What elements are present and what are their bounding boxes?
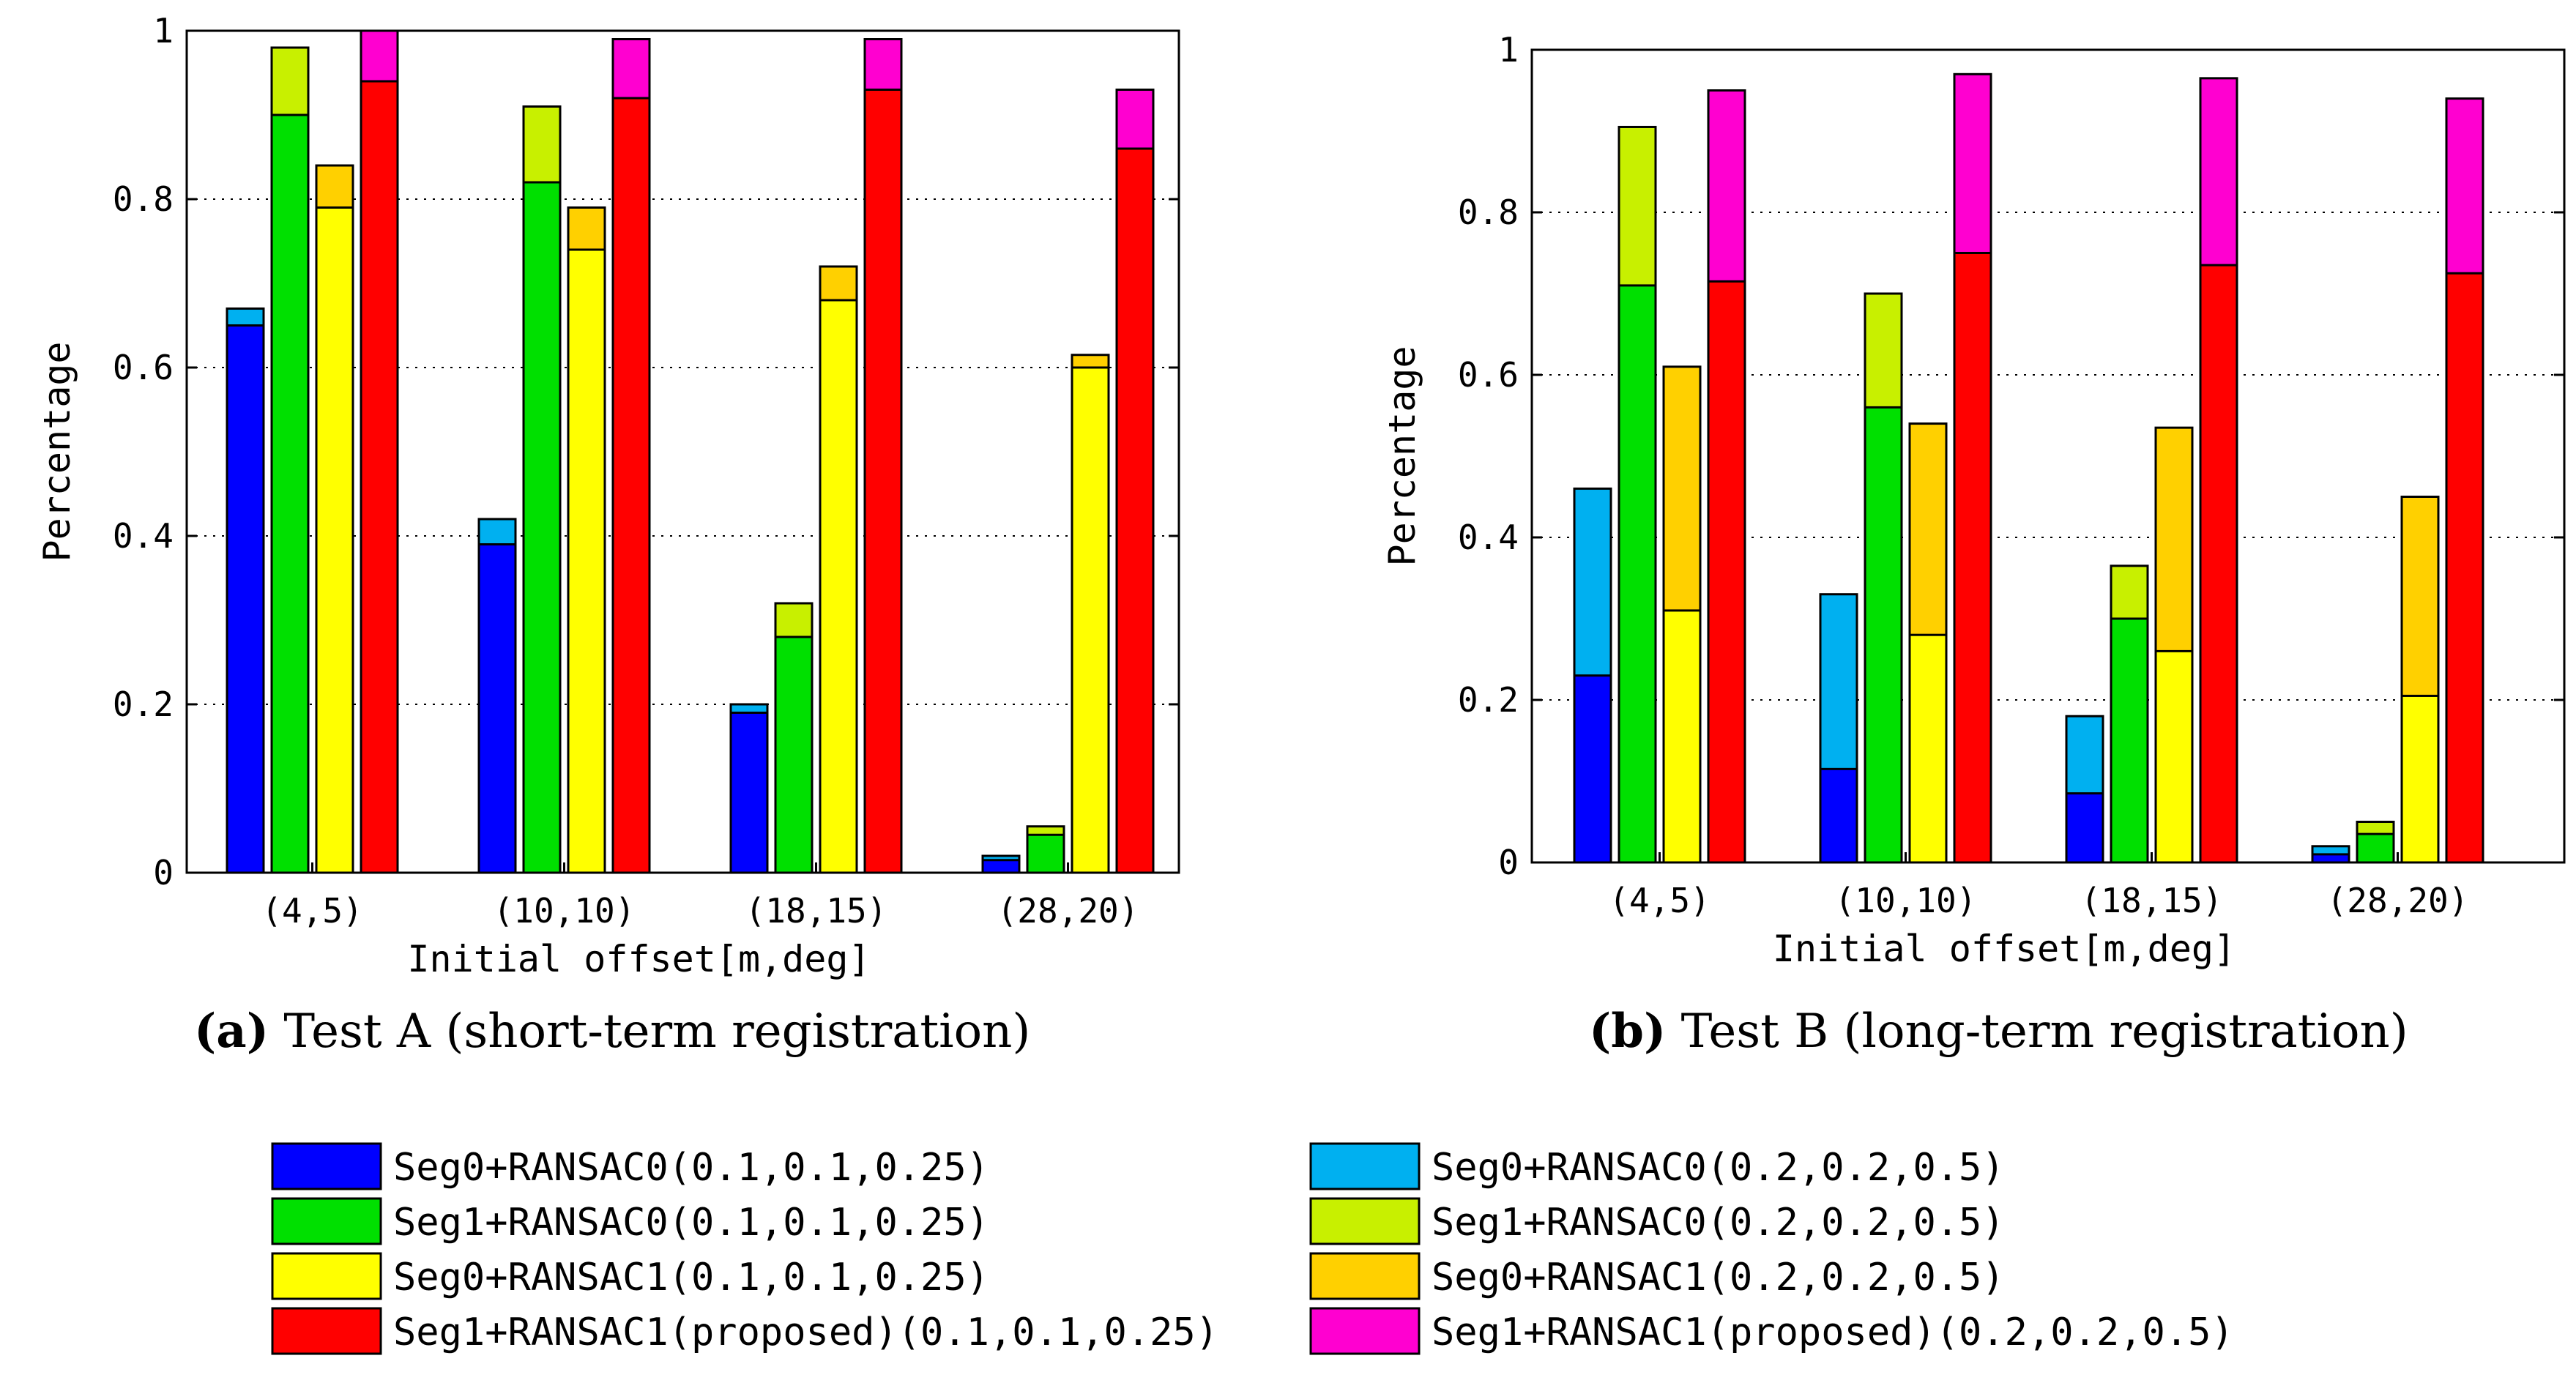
chart-a: 0 0.2 0.4 0.6 0.8 1 (4,5) (10,10) (18,15) (28,20)… [36, 11, 1180, 980]
ytick-label-a: 0.2 [113, 685, 174, 724]
bar-b-strict [2199, 264, 2238, 864]
legend-swatch [271, 1307, 382, 1355]
xlabel-a: Initial offset[m,deg] [407, 938, 870, 980]
ytick-label-b: 0.8 [1458, 193, 1519, 232]
bar-b-strict [2065, 792, 2104, 864]
ytick-label-b: 0 [1498, 843, 1519, 882]
xtick-label-b: (18,15) [2081, 881, 2223, 920]
bar-b-strict [2400, 694, 2440, 864]
bar-a-strict [360, 80, 399, 874]
ylabel-b: Percentage [1381, 346, 1423, 566]
xtick-label-b: (28,20) [2327, 881, 2469, 920]
bar-b-strict [1908, 633, 1948, 864]
legend-swatch [271, 1252, 382, 1300]
bar-b-strict [1819, 767, 1858, 864]
legend-swatch [1309, 1197, 1421, 1245]
caption-a-text: Test A (short-term registration) [269, 1004, 1030, 1059]
ytick-label-a: 1 [153, 11, 174, 51]
legend-label: Seg1+RANSAC0(0.1,0.1,0.25) [393, 1201, 989, 1245]
caption-b-text: Test B (long-term registration) [1666, 1004, 2408, 1059]
ytick-label-a: 0.8 [113, 179, 174, 219]
bar-a-strict [1071, 366, 1110, 874]
legend-label: Seg1+RANSAC1(proposed)(0.2,0.2,0.5) [1432, 1311, 2234, 1354]
bar-a-strict [863, 89, 903, 874]
ytick-label-b: 1 [1498, 30, 1519, 70]
legend: Seg0+RANSAC0(0.1,0.1,0.25) Seg1+RANSAC0(0… [271, 1142, 2234, 1355]
bar-b-strict [1864, 406, 1903, 864]
bar-b-strict [1618, 284, 1657, 864]
ytick-label-b: 0.6 [1458, 355, 1519, 395]
bar-a-strict [819, 299, 858, 874]
caption-a-letter: (a) [194, 1004, 269, 1059]
ytick-label-b: 0.4 [1458, 518, 1519, 557]
ytick-label-a: 0.6 [113, 348, 174, 387]
legend-label: Seg0+RANSAC0(0.2,0.2,0.5) [1432, 1146, 2005, 1190]
bar-a-strict [1026, 833, 1065, 874]
bar-b-strict [2356, 832, 2395, 864]
xtick-label-a: (4,5) [261, 891, 362, 931]
plot-frame-a [185, 29, 1180, 874]
bar-a-strict [774, 635, 814, 874]
xtick-label-a: (18,15) [745, 891, 887, 931]
bar-a-strict [477, 543, 517, 874]
bar-b-strict [1573, 674, 1612, 864]
bar-a-strict [1115, 147, 1155, 874]
legend-swatch [1309, 1307, 1421, 1355]
caption-b: (b) Test B (long-term registration) [1589, 1004, 2408, 1059]
bar-a-strict [567, 248, 606, 874]
bar-b-strict [1707, 280, 1746, 864]
ytick-label-a: 0 [153, 853, 174, 892]
legend-label: Seg1+RANSAC0(0.2,0.2,0.5) [1432, 1201, 2005, 1245]
xtick-label-a: (28,20) [997, 891, 1139, 931]
bar-a-strict [270, 113, 310, 874]
legend-label: Seg0+RANSAC1(0.2,0.2,0.5) [1432, 1256, 2005, 1300]
legend-swatch [1309, 1252, 1421, 1300]
bar-b-strict [2110, 617, 2149, 864]
caption-b-letter: (b) [1589, 1004, 1666, 1059]
legend-swatch [1309, 1142, 1421, 1190]
legend-label: Seg0+RANSAC1(0.1,0.1,0.25) [393, 1256, 989, 1300]
plot-frame-b [1530, 48, 2566, 864]
legend-swatch [271, 1142, 382, 1190]
bar-b-strict [2154, 649, 2194, 864]
xlabel-b: Initial offset[m,deg] [1773, 928, 2236, 970]
xtick-label-b: (4,5) [1609, 881, 1710, 920]
bar-a-strict [226, 324, 265, 874]
bar-a-strict [315, 206, 354, 874]
ytick-label-a: 0.4 [113, 516, 174, 556]
bar-b-strict [2311, 853, 2350, 864]
xtick-label-b: (10,10) [1835, 881, 1977, 920]
caption-a: (a) Test A (short-term registration) [194, 1004, 1030, 1059]
bar-a-strict [611, 97, 651, 874]
bar-a-strict [729, 712, 769, 874]
legend-swatch [271, 1197, 382, 1245]
chart-b: 0 0.2 0.4 0.6 0.8 1 (4,5) (10,10) (18,15) (28,20)… [1381, 30, 2566, 970]
ytick-label-b: 0.2 [1458, 680, 1519, 720]
bar-a-strict [981, 859, 1021, 874]
xtick-label-a: (10,10) [494, 891, 636, 931]
bar-b-strict [1953, 252, 1992, 864]
bar-b-strict [2445, 272, 2484, 864]
bar-b-strict [1662, 609, 1702, 864]
ylabel-a: Percentage [36, 341, 78, 562]
legend-label: Seg0+RANSAC0(0.1,0.1,0.25) [393, 1146, 989, 1190]
legend-label: Seg1+RANSAC1(proposed)(0.1,0.1,0.25) [393, 1311, 1218, 1354]
bar-a-strict [522, 181, 562, 874]
